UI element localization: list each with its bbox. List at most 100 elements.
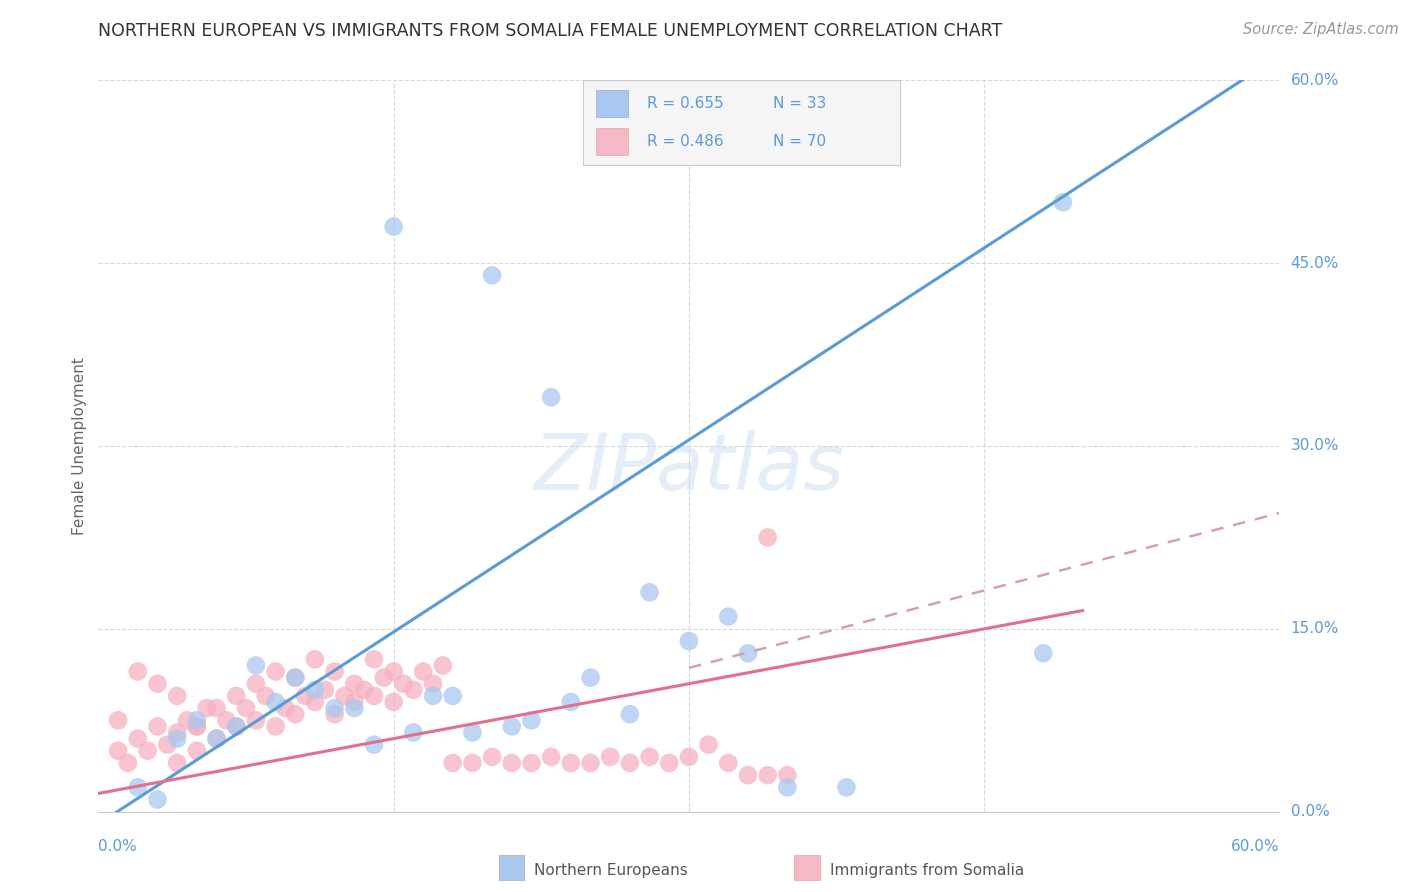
- Point: [127, 665, 149, 679]
- Point: [717, 756, 740, 770]
- Point: [274, 701, 297, 715]
- Point: [314, 682, 336, 697]
- Text: 0.0%: 0.0%: [98, 839, 138, 855]
- Point: [481, 749, 503, 764]
- Point: [1052, 195, 1074, 210]
- Point: [363, 689, 385, 703]
- Point: [560, 756, 582, 770]
- Text: N = 70: N = 70: [773, 134, 827, 149]
- Point: [146, 792, 169, 806]
- Text: R = 0.486: R = 0.486: [647, 134, 723, 149]
- Point: [638, 749, 661, 764]
- Text: Source: ZipAtlas.com: Source: ZipAtlas.com: [1243, 22, 1399, 37]
- Point: [205, 731, 228, 746]
- Point: [363, 652, 385, 666]
- Text: Immigrants from Somalia: Immigrants from Somalia: [830, 863, 1024, 878]
- Point: [402, 682, 425, 697]
- Point: [1032, 646, 1054, 660]
- Point: [422, 689, 444, 703]
- Point: [284, 671, 307, 685]
- Point: [579, 671, 602, 685]
- Text: 0.0%: 0.0%: [1291, 805, 1329, 819]
- Point: [343, 676, 366, 690]
- Point: [304, 695, 326, 709]
- Point: [284, 707, 307, 722]
- Point: [501, 719, 523, 733]
- Point: [323, 701, 346, 715]
- Point: [481, 268, 503, 283]
- Text: 60.0%: 60.0%: [1232, 839, 1279, 855]
- Point: [717, 609, 740, 624]
- Point: [540, 749, 562, 764]
- Point: [146, 676, 169, 690]
- Point: [422, 676, 444, 690]
- Point: [737, 768, 759, 782]
- Text: 15.0%: 15.0%: [1291, 622, 1339, 636]
- Text: ZIPatlas: ZIPatlas: [533, 430, 845, 506]
- Point: [195, 701, 218, 715]
- Point: [776, 780, 799, 795]
- Point: [205, 701, 228, 715]
- Point: [323, 707, 346, 722]
- Point: [579, 756, 602, 770]
- Point: [382, 219, 405, 234]
- Point: [166, 725, 188, 739]
- Point: [619, 707, 641, 722]
- Point: [186, 714, 208, 728]
- Text: 30.0%: 30.0%: [1291, 439, 1339, 453]
- Point: [432, 658, 454, 673]
- Point: [382, 695, 405, 709]
- Point: [186, 744, 208, 758]
- Point: [117, 756, 139, 770]
- Point: [697, 738, 720, 752]
- Point: [166, 689, 188, 703]
- Point: [392, 676, 415, 690]
- Y-axis label: Female Unemployment: Female Unemployment: [72, 357, 87, 535]
- Text: R = 0.655: R = 0.655: [647, 95, 723, 111]
- Point: [461, 725, 484, 739]
- Point: [678, 634, 700, 648]
- Point: [225, 689, 247, 703]
- Point: [107, 744, 129, 758]
- Point: [412, 665, 434, 679]
- Point: [619, 756, 641, 770]
- Point: [284, 671, 307, 685]
- Point: [176, 714, 198, 728]
- Point: [343, 695, 366, 709]
- Point: [461, 756, 484, 770]
- Point: [343, 701, 366, 715]
- Point: [245, 658, 267, 673]
- Point: [107, 714, 129, 728]
- Point: [599, 749, 621, 764]
- Point: [264, 719, 287, 733]
- Point: [166, 731, 188, 746]
- Point: [638, 585, 661, 599]
- Point: [441, 689, 464, 703]
- Point: [441, 756, 464, 770]
- Point: [501, 756, 523, 770]
- Point: [363, 738, 385, 752]
- Point: [373, 671, 395, 685]
- Bar: [596, 89, 627, 117]
- Point: [186, 719, 208, 733]
- Point: [678, 749, 700, 764]
- Point: [136, 744, 159, 758]
- Point: [264, 695, 287, 709]
- Point: [756, 530, 779, 544]
- Point: [225, 719, 247, 733]
- Text: NORTHERN EUROPEAN VS IMMIGRANTS FROM SOMALIA FEMALE UNEMPLOYMENT CORRELATION CHA: NORTHERN EUROPEAN VS IMMIGRANTS FROM SOM…: [98, 22, 1002, 40]
- Point: [520, 714, 543, 728]
- Point: [560, 695, 582, 709]
- Text: Northern Europeans: Northern Europeans: [534, 863, 688, 878]
- Point: [353, 682, 375, 697]
- Point: [776, 768, 799, 782]
- Point: [225, 719, 247, 733]
- Point: [166, 756, 188, 770]
- Point: [304, 682, 326, 697]
- Point: [254, 689, 277, 703]
- Text: 45.0%: 45.0%: [1291, 256, 1339, 270]
- Point: [205, 731, 228, 746]
- Point: [737, 646, 759, 660]
- Point: [323, 665, 346, 679]
- Point: [658, 756, 681, 770]
